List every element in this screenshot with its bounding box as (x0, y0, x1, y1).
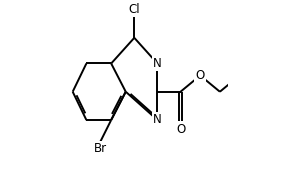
Text: Cl: Cl (128, 2, 140, 15)
Text: O: O (196, 69, 205, 82)
Text: Br: Br (93, 142, 106, 155)
Text: N: N (153, 57, 162, 70)
Text: N: N (153, 113, 162, 127)
Text: O: O (176, 122, 185, 135)
